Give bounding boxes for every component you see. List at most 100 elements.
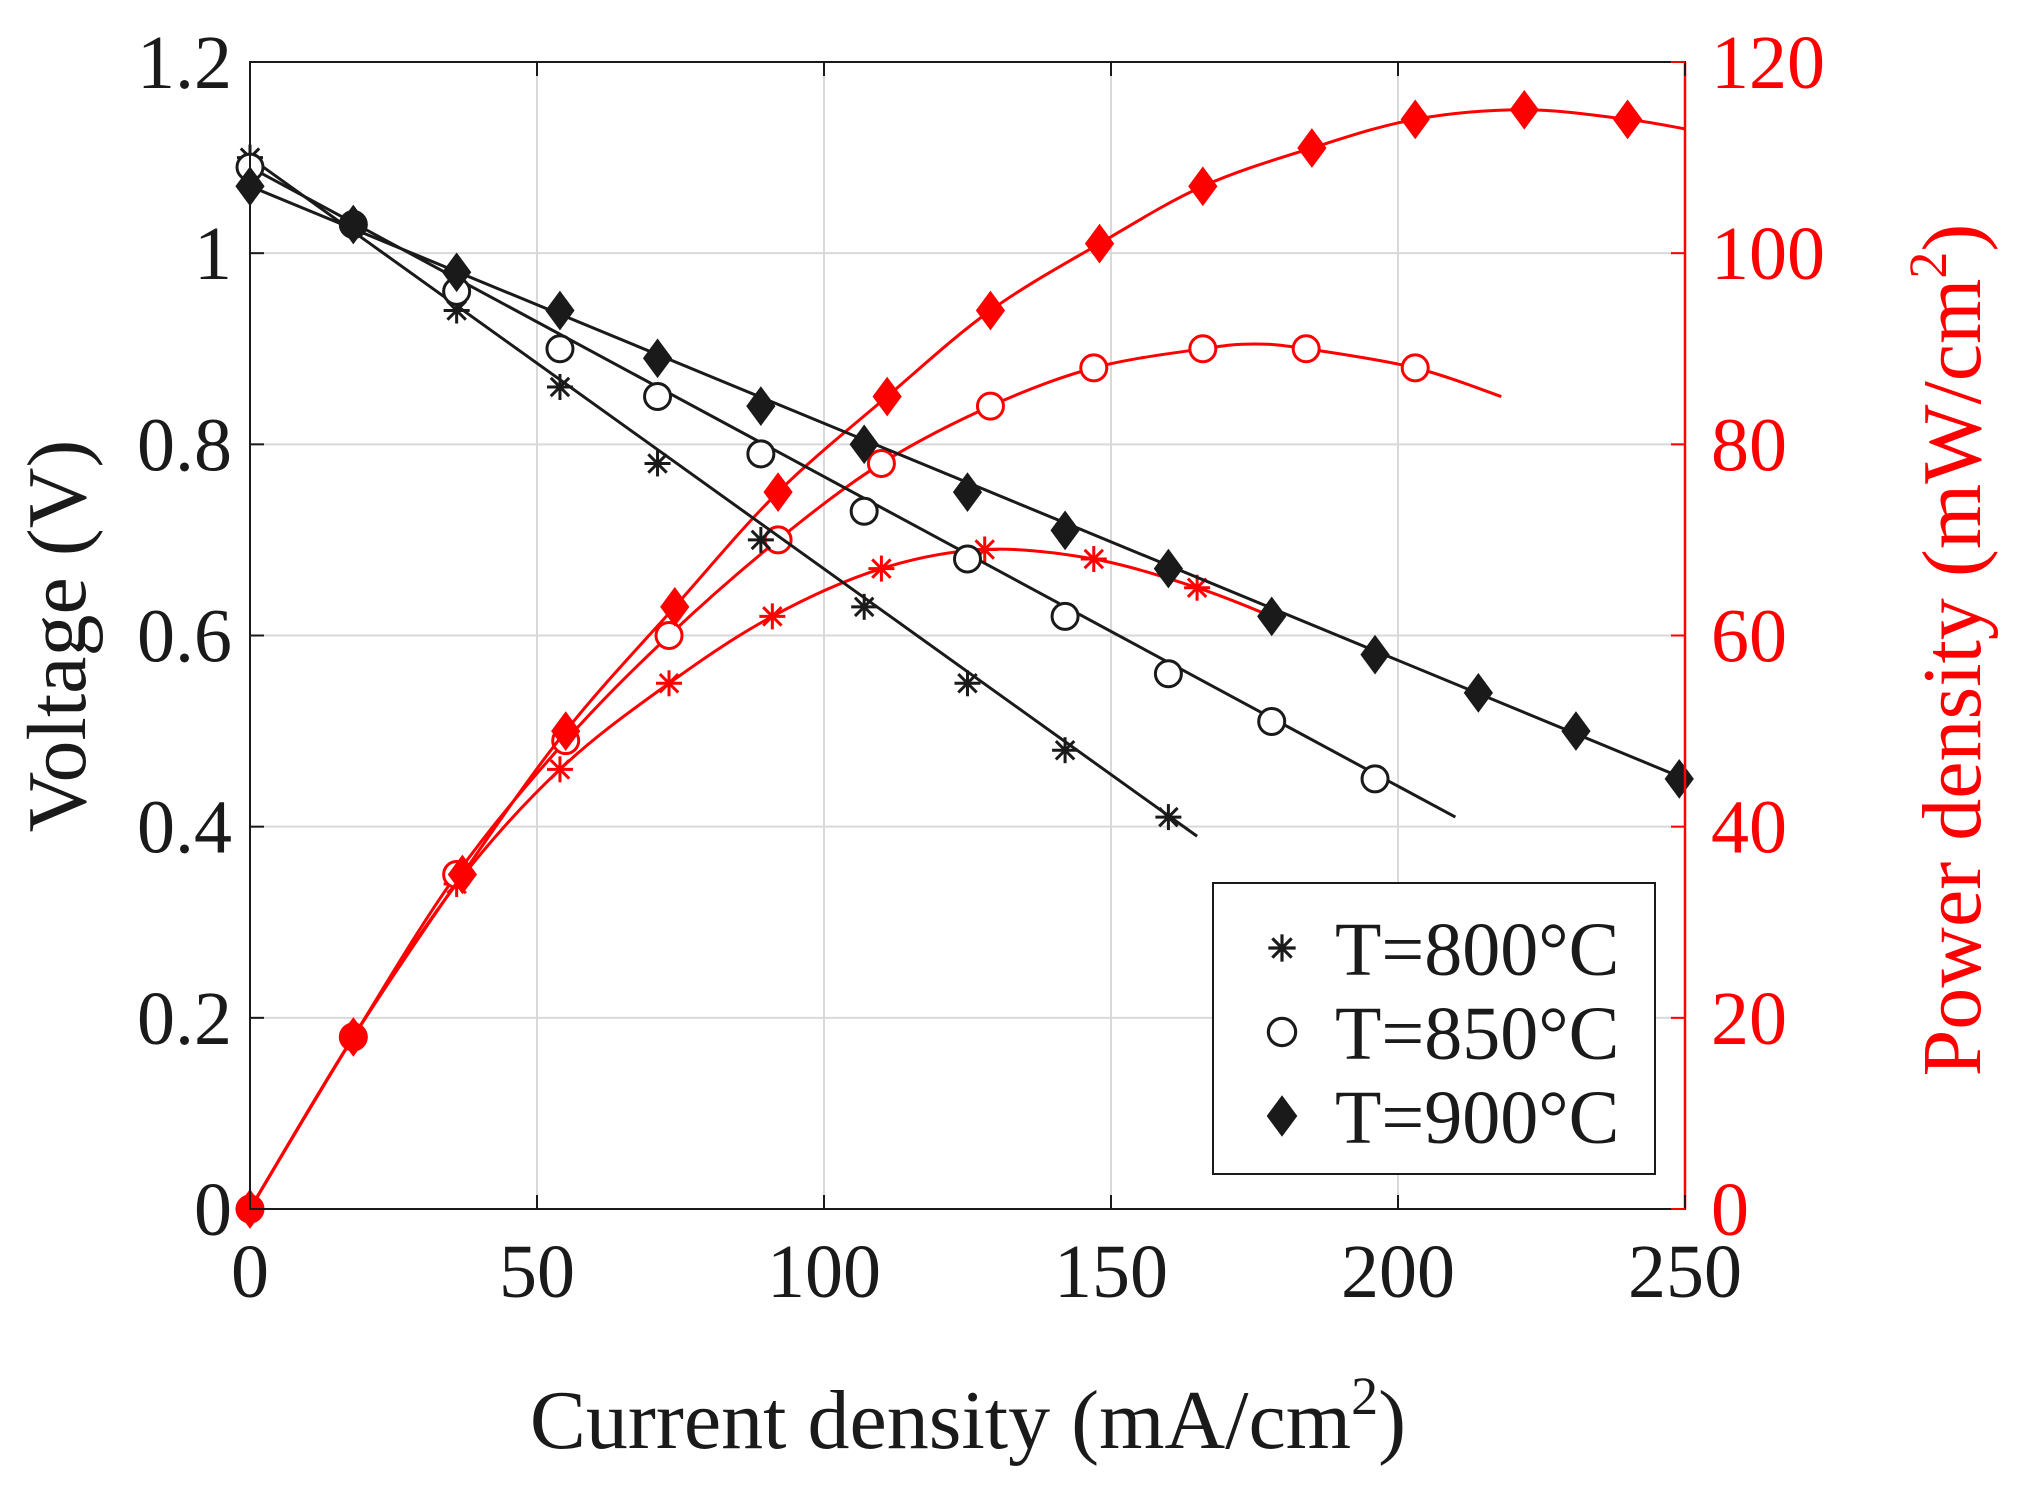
y-tick-label: 0.8 [137, 403, 232, 487]
voltage-point-diamond [1561, 711, 1591, 751]
voltage-point-diamond [952, 472, 983, 512]
legend-marker-asterisk [1268, 934, 1296, 962]
x-tick-label: 150 [1054, 1230, 1168, 1314]
voltage-point-asterisk [1052, 737, 1079, 764]
power-point-diamond [975, 290, 1006, 331]
power-point-circle [1188, 334, 1218, 364]
series-layer [235, 89, 1694, 1229]
y-tick-label: 0.4 [137, 786, 232, 870]
voltage-point-diamond [442, 252, 472, 293]
y-tick-label: 0 [194, 1168, 232, 1252]
x-tick-label: 250 [1628, 1230, 1742, 1314]
x-tick-label: 200 [1341, 1230, 1455, 1314]
power-point-circle [1079, 353, 1109, 383]
power-point-diamond [1400, 99, 1430, 140]
power-point-circle [975, 391, 1005, 421]
y2-axis-title-close: ) [1906, 224, 1999, 252]
voltage-point-circle [1050, 601, 1080, 631]
legend: T=800°CT=850°CT=900°C [1212, 882, 1656, 1175]
voltage-point-asterisk [851, 593, 878, 620]
y2-tick-label: 0 [1711, 1168, 1749, 1252]
voltage-point-circle [1257, 707, 1287, 737]
voltage-point-diamond [849, 424, 879, 465]
power-point-asterisk [656, 670, 683, 697]
x-axis-title: Current density (mA/cm2) [530, 1366, 1406, 1467]
power-point-circle [1291, 334, 1321, 364]
power-point-asterisk [759, 603, 786, 630]
x-tick-label: 0 [231, 1230, 269, 1314]
voltage-point-diamond [545, 290, 575, 331]
x-axis-title-text: Current density (mA/cm [530, 1374, 1351, 1467]
voltage-point-diamond [338, 204, 368, 245]
voltage-point-circle [1360, 764, 1390, 794]
voltage-line-asterisk [249, 156, 1198, 838]
x-tick-label: 100 [767, 1230, 881, 1314]
power-curve-circle [248, 342, 1502, 1210]
power-point-diamond [763, 472, 793, 512]
power-point-diamond [1084, 223, 1115, 264]
voltage-point-circle [1153, 659, 1183, 689]
voltage-point-diamond [1360, 634, 1390, 675]
voltage-point-circle [849, 496, 879, 526]
voltage-point-asterisk [1155, 804, 1182, 831]
grid-lines [250, 62, 1685, 1209]
y2-axis-title-text: Power density (mW/cm [1906, 279, 1999, 1077]
y2-tick-label: 60 [1711, 595, 1787, 679]
voltage-point-asterisk [954, 670, 981, 697]
legend-label-diamond: T=900°C [1335, 1076, 1619, 1160]
voltage-point-circle [953, 544, 982, 574]
y2-axis-title-sup: 2 [1898, 252, 1958, 279]
y-tick-label: 1 [194, 212, 232, 296]
power-point-diamond [872, 376, 902, 417]
voltage-point-diamond [1257, 596, 1287, 637]
voltage-point-diamond [1664, 759, 1694, 799]
y2-tick-label: 40 [1711, 786, 1787, 870]
power-point-asterisk [1184, 574, 1211, 601]
legend-marker-diamond [1266, 1095, 1298, 1137]
y2-tick-label: 100 [1711, 212, 1825, 296]
voltage-point-diamond [1153, 548, 1184, 589]
power-point-circle [866, 448, 896, 478]
voltage-point-diamond [746, 386, 776, 426]
voltage-point-asterisk [747, 526, 774, 553]
y2-axis-title: Power density (mW/cm2) [1898, 224, 1999, 1077]
power-point-circle [1400, 353, 1430, 383]
y2-tick-label: 80 [1711, 403, 1787, 487]
voltage-point-circle [746, 439, 776, 469]
power-point-diamond [447, 854, 478, 895]
legend-marker-circle [1266, 1016, 1298, 1048]
voltage-point-asterisk [644, 450, 671, 477]
voltage-point-diamond [642, 338, 673, 379]
x-axis-title-sup: 2 [1351, 1366, 1378, 1426]
y-tick-label: 0.2 [137, 977, 232, 1061]
voltage-point-circle [545, 334, 575, 364]
voltage-point-diamond [1463, 673, 1493, 713]
power-point-diamond [1509, 89, 1539, 130]
power-point-asterisk [546, 756, 573, 783]
power-point-asterisk [868, 555, 895, 582]
y-axis-title: Voltage (V) [11, 440, 104, 833]
y-tick-label: 0.6 [137, 595, 232, 679]
legend-label-circle: T=850°C [1335, 992, 1619, 1076]
y-tick-label: 1.2 [137, 21, 232, 105]
axis-ticks: 0 50 100 150 200 25000.20.40.60.811.202040608… [137, 21, 1825, 1314]
voltage-point-asterisk [546, 373, 573, 400]
x-axis-title-close: ) [1378, 1374, 1406, 1467]
y2-tick-label: 20 [1711, 977, 1787, 1061]
x-tick-label: 50 [499, 1230, 575, 1314]
legend-label-asterisk: T=800°C [1335, 908, 1619, 992]
y2-tick-label: 120 [1711, 21, 1825, 105]
voltage-point-diamond [1050, 510, 1080, 551]
power-point-diamond [551, 711, 581, 751]
power-point-circle [654, 621, 684, 650]
y-axis-title-text: Voltage (V) [11, 440, 104, 833]
voltage-point-circle [643, 382, 673, 412]
power-point-diamond [1612, 99, 1643, 140]
legend-entries: T=800°CT=850°CT=900°C [1266, 908, 1619, 1160]
power-point-diamond [660, 586, 690, 627]
power-point-diamond [1297, 128, 1327, 168]
power-point-diamond [1188, 166, 1218, 207]
power-point-asterisk [1080, 546, 1107, 573]
power-point-diamond [338, 1017, 368, 1057]
